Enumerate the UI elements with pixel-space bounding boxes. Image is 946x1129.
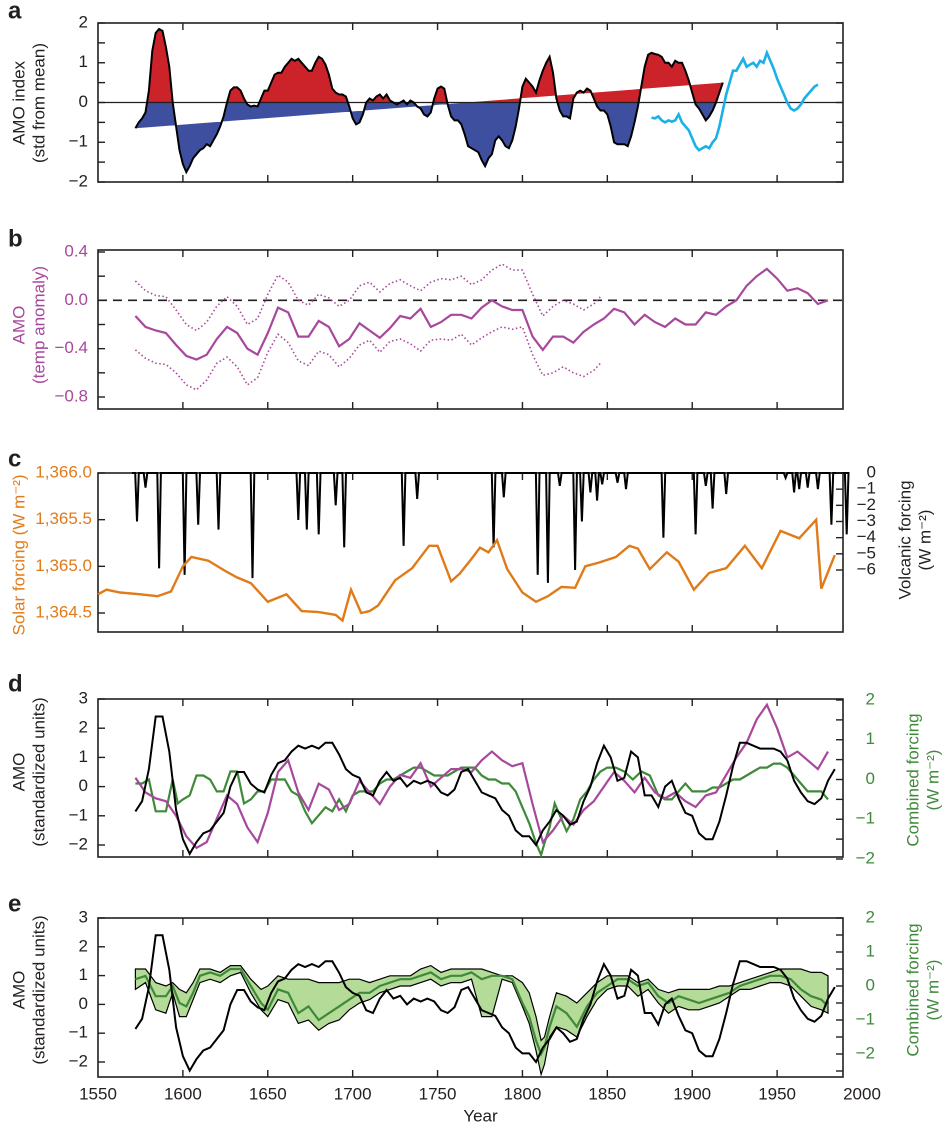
solar-forcing-line <box>97 516 836 623</box>
c-ytick-label-right: −4 <box>857 527 876 546</box>
x-axis-title: Year <box>463 1106 498 1125</box>
e-ylabel-right-line2: (W m⁻²) <box>923 960 942 1021</box>
c-ytick-label-left: 1,366.0 <box>35 462 92 481</box>
e-xtick-label: 1700 <box>334 1084 372 1103</box>
c-ytick-label-right: 0 <box>867 462 876 481</box>
c-ylabel-right-line2: (W m⁻²) <box>915 510 934 571</box>
a-ytick-label: 1 <box>79 52 88 71</box>
c-ytick-label-right: −6 <box>857 559 876 578</box>
c-ytick-label-right: −3 <box>857 511 876 530</box>
c-ytick-label-right: −5 <box>857 543 876 562</box>
c-ytick-label-left: 1,364.5 <box>35 602 92 621</box>
e-xtick-label: 1900 <box>673 1084 711 1103</box>
e-ylabel-left-line2: (standardized units) <box>29 915 48 1064</box>
b-ytick-label: 0.4 <box>64 241 88 260</box>
e-xtick-label: 1850 <box>588 1084 626 1103</box>
e-ylabel-right-line1: Combined forcing <box>903 923 922 1056</box>
amo-black-line <box>134 715 836 856</box>
d-ylabel-left-line1: AMO <box>9 753 28 792</box>
b-ytick-label: −0.4 <box>54 338 88 357</box>
d-ylabel-right-line1: Combined forcing <box>903 713 922 846</box>
d-ytick-label-right: −2 <box>856 848 875 867</box>
panel-d-frame <box>97 698 844 858</box>
panel-label-a: a <box>8 0 22 24</box>
e-ytick-label-left: −2 <box>69 1051 88 1070</box>
volcanic-forcing-line <box>131 472 850 583</box>
a-ytick-label: 2 <box>79 12 88 31</box>
instrumental-amo-line <box>651 49 819 152</box>
d-ylabel-right-line2: (W m⁻²) <box>923 750 942 811</box>
d-ytick-label-left: −2 <box>69 834 88 853</box>
e-xtick-label: 1950 <box>758 1084 796 1103</box>
e-ytick-label-right: −1 <box>856 1009 875 1028</box>
e-ytick-label-left: 2 <box>79 936 88 955</box>
panel-e-frame <box>97 917 844 1078</box>
d-ytick-label-left: −1 <box>69 805 88 824</box>
e-xtick-label: 1800 <box>504 1084 542 1103</box>
d-ytick-label-right: −1 <box>856 809 875 828</box>
amo-lower-bound-line <box>134 325 602 391</box>
e-xtick-label: 2000 <box>843 1084 881 1103</box>
panel-label-b: b <box>8 225 23 252</box>
amo-black-line <box>134 934 836 1073</box>
c-ytick-label-left: 1,365.5 <box>35 509 92 528</box>
e-ytick-label-left: 3 <box>79 907 88 926</box>
b-ytick-label: −0.8 <box>54 386 88 405</box>
panel-label-c: c <box>8 445 21 472</box>
c-ytick-label-right: −1 <box>857 479 876 498</box>
combined-forcing-green-line <box>135 762 829 859</box>
e-ytick-label-right: 0 <box>866 975 875 994</box>
d-ytick-label-right: 0 <box>866 769 875 788</box>
panel-c-frame <box>97 472 844 633</box>
amo-reconstruction-line <box>134 27 724 175</box>
amo-smoothed-purple-line <box>134 702 829 850</box>
b-ylabel-line2: (temp anomaly) <box>29 266 48 384</box>
e-ytick-label-right: −2 <box>856 1043 875 1062</box>
c-ytick-label-left: 1,365.0 <box>35 556 92 575</box>
d-ytick-label-left: 0 <box>79 776 88 795</box>
d-ytick-label-left: 1 <box>79 747 88 766</box>
e-ylabel-left-line1: AMO <box>9 971 28 1010</box>
b-ylabel-line1: AMO <box>9 306 28 345</box>
e-ytick-label-right: 1 <box>866 941 875 960</box>
d-ytick-label-right: 1 <box>866 729 875 748</box>
d-ytick-label-right: 2 <box>866 689 875 708</box>
e-ytick-label-left: 0 <box>79 994 88 1013</box>
c-ytick-label-right: −2 <box>857 495 876 514</box>
e-xtick-label: 1650 <box>249 1084 287 1103</box>
e-xtick-label: 1750 <box>419 1084 457 1103</box>
e-xtick-label: 1550 <box>79 1084 117 1103</box>
amo-line <box>134 267 829 361</box>
d-ytick-label-left: 2 <box>79 718 88 737</box>
b-ytick-label: 0.0 <box>64 290 88 309</box>
combined-forcing-line <box>135 967 829 1057</box>
a-ytick-label: −2 <box>69 171 88 190</box>
panel-label-d: d <box>8 670 23 697</box>
e-xtick-label: 1600 <box>164 1084 202 1103</box>
panel-b-frame <box>97 249 844 410</box>
e-ytick-label-right: 2 <box>866 907 875 926</box>
c-ylabel-right-line1: Volcanic forcing <box>895 480 914 599</box>
a-ytick-label: 0 <box>79 92 88 111</box>
amo-upper-bound-line <box>134 263 602 332</box>
e-ytick-label-left: 1 <box>79 965 88 984</box>
amo-positive-area <box>147 29 723 103</box>
d-ytick-label-left: 3 <box>79 688 88 707</box>
a-ylabel-line2: (std from mean) <box>29 43 48 163</box>
a-ylabel-line1: AMO index <box>9 60 28 145</box>
panel-label-e: e <box>8 890 21 917</box>
a-ytick-label: −1 <box>69 132 88 151</box>
d-ylabel-left-line2: (standardized units) <box>29 697 48 846</box>
e-ytick-label-left: −1 <box>69 1023 88 1042</box>
c-ylabel-left: Solar forcing (W m⁻²) <box>9 474 28 635</box>
